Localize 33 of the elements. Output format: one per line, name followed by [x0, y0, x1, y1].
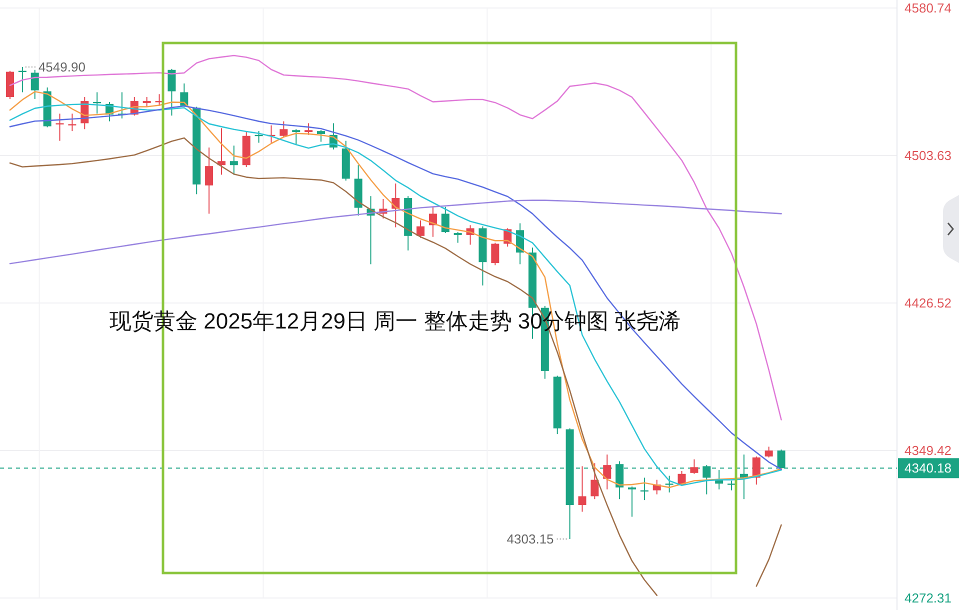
candlestick [590, 462, 599, 500]
candlestick [168, 68, 176, 116]
candlestick [416, 220, 425, 238]
candlestick [603, 454, 612, 490]
candlestick [441, 206, 450, 234]
ref-line-label: 4340.18 [904, 460, 952, 476]
candlestick [578, 466, 586, 512]
annotation: 4303.15 [506, 532, 554, 547]
candlestick [142, 96, 151, 108]
y-tick-label: 4272.31 [904, 590, 952, 606]
candlestick [56, 113, 64, 142]
candlestick [30, 69, 39, 100]
y-tick-label: 4426.52 [904, 296, 952, 311]
candlestick [230, 145, 238, 176]
candlestick [665, 475, 674, 493]
candlestick [317, 130, 325, 142]
candlestick [690, 458, 698, 474]
candlestick [728, 480, 736, 491]
candlestick [304, 122, 313, 136]
line-series [9, 54, 782, 420]
candlestick [292, 128, 300, 146]
candlestick [491, 242, 500, 266]
y-tick-label: 4580.74 [904, 0, 952, 16]
line-series [9, 200, 782, 264]
candlestick [68, 113, 76, 132]
candlestick [454, 232, 462, 244]
candlestick [628, 486, 636, 518]
y-tick-label: 4349.42 [904, 442, 952, 458]
candlestick [764, 446, 773, 458]
annotation: 4549.90 [38, 59, 86, 74]
y-tick-label: 4503.63 [904, 148, 952, 164]
candlestick [280, 120, 288, 138]
candlestick [205, 147, 214, 214]
